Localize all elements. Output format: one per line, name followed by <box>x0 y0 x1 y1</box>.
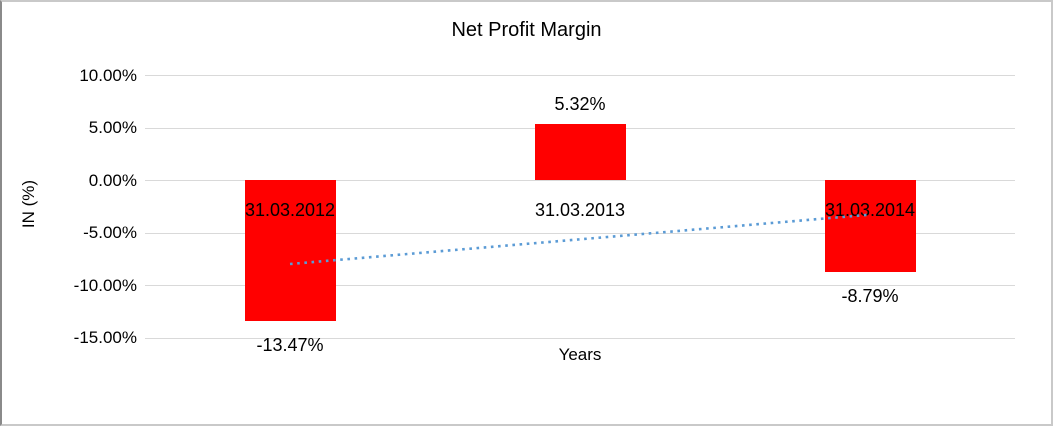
gridline <box>145 285 1015 286</box>
bar-31.03.2014 <box>825 180 916 272</box>
y-tick-label: -15.00% <box>73 328 137 347</box>
gridline <box>145 75 1015 76</box>
category-label: 31.03.2014 <box>824 200 916 220</box>
y-tick-label: 10.00% <box>79 66 137 85</box>
y-tick-label: -5.00% <box>83 223 137 242</box>
value-label: -13.47% <box>256 335 324 355</box>
y-tick-label: -10.00% <box>73 276 137 295</box>
gridline <box>145 180 1015 181</box>
chart-title: Net Profit Margin <box>451 19 602 41</box>
bar-31.03.2013 <box>535 124 626 180</box>
category-label: 31.03.2012 <box>244 200 336 220</box>
y-tick-label: 0.00% <box>88 171 137 190</box>
value-label: -8.79% <box>841 286 899 306</box>
category-label: 31.03.2013 <box>534 200 626 220</box>
x-axis-title: Years <box>558 345 602 364</box>
gridline <box>145 338 1015 339</box>
value-label: 5.32% <box>554 94 606 114</box>
y-tick-label: 5.00% <box>88 118 137 137</box>
